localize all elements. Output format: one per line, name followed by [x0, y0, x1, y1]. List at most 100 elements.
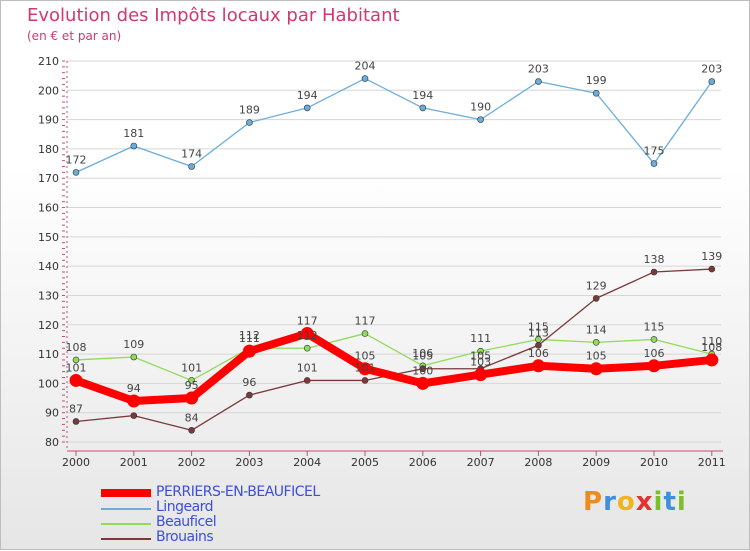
y-tick-label: 100 [38, 377, 59, 390]
legend-label-brouains: Brouains [156, 529, 214, 545]
data-point [535, 341, 542, 349]
data-label: 203 [528, 63, 549, 76]
y-tick-label: 160 [38, 202, 59, 215]
data-point [592, 339, 600, 346]
data-point [474, 368, 488, 382]
data-point [300, 327, 314, 341]
y-tick-label: 130 [38, 289, 59, 302]
series-line-0 [74, 329, 713, 405]
data-label: 112 [239, 329, 260, 342]
data-label: 111 [239, 332, 260, 345]
y-tick-label: 190 [38, 114, 59, 127]
data-label: 113 [528, 326, 549, 339]
x-tick-label: 2001 [120, 456, 148, 469]
data-label: 94 [127, 382, 141, 395]
data-point [589, 362, 603, 376]
data-point [650, 336, 658, 343]
data-label: 189 [239, 104, 260, 117]
data-point [188, 377, 195, 384]
logo-letter: t [663, 487, 677, 517]
data-point [477, 116, 484, 123]
data-point [592, 295, 600, 302]
data-point [650, 160, 658, 167]
data-label: 129 [586, 279, 607, 292]
data-point [361, 330, 369, 337]
legend-label-beauficel: Beauficel [156, 514, 217, 530]
data-point [416, 376, 430, 390]
y-tick-label: 170 [38, 172, 59, 185]
logo-letter: o [616, 487, 636, 517]
legend-swatch-brouains [101, 538, 151, 540]
data-point [188, 163, 195, 170]
legend-label-lingeard: Lingeard [156, 499, 214, 515]
legend-swatch-perriers [101, 489, 151, 497]
data-label: 105 [355, 350, 376, 363]
x-tick-label: 2009 [582, 456, 610, 469]
data-point [708, 78, 716, 85]
data-label: 96 [242, 376, 256, 389]
data-point [705, 353, 719, 367]
data-label: 101 [66, 361, 87, 374]
data-point [72, 418, 80, 425]
data-label: 138 [644, 253, 665, 266]
data-label: 139 [701, 250, 722, 263]
data-point [130, 353, 138, 361]
data-label: 203 [701, 63, 722, 76]
legend-label-perriers: PERRIERS-EN-BEAUFICEL [156, 484, 320, 500]
data-point [303, 344, 311, 352]
data-point [242, 344, 256, 358]
data-point [188, 426, 195, 434]
x-tick-label: 2003 [235, 456, 263, 469]
data-point [361, 377, 369, 384]
data-point [708, 265, 716, 273]
data-point [185, 391, 199, 405]
data-point [130, 142, 138, 150]
data-point [246, 391, 253, 399]
x-tick-label: 2004 [293, 456, 321, 469]
data-point [130, 412, 138, 419]
x-tick-label: 2002 [178, 456, 206, 469]
data-label: 95 [185, 379, 199, 392]
y-tick-label: 110 [38, 348, 59, 361]
data-label: 190 [470, 101, 491, 114]
data-point [531, 359, 545, 373]
data-label: 117 [297, 315, 318, 328]
data-label: 106 [412, 347, 433, 360]
y-tick-label: 80 [45, 436, 59, 449]
data-point [69, 373, 83, 387]
data-label: 109 [123, 338, 144, 351]
data-label: 174 [181, 148, 202, 161]
logo-letter: r [603, 487, 617, 517]
data-label: 87 [69, 402, 83, 415]
data-label: 175 [644, 145, 665, 158]
series-line-2 [75, 332, 712, 382]
x-tick-label: 2010 [640, 456, 668, 469]
chart-subtitle: (en € et par an) [27, 29, 122, 43]
data-label: 108 [66, 341, 87, 354]
data-label: 114 [586, 323, 607, 336]
data-point [72, 169, 80, 176]
logo-letter: i [676, 487, 687, 517]
data-point [303, 104, 311, 112]
data-label: 106 [528, 347, 549, 360]
data-label: 105 [412, 350, 433, 363]
data-label: 108 [701, 341, 722, 354]
data-label: 105 [470, 350, 491, 363]
data-label: 103 [470, 356, 491, 369]
x-tick-label: 2008 [524, 456, 552, 469]
data-label: 111 [470, 332, 491, 345]
data-label: 204 [355, 60, 376, 73]
x-tick-label: 2011 [698, 456, 726, 469]
data-label: 117 [355, 315, 376, 328]
data-point [419, 104, 427, 112]
data-point [592, 89, 600, 97]
legend-swatch-beauficel [101, 523, 151, 525]
data-point [535, 78, 542, 85]
data-label: 199 [586, 74, 607, 87]
data-point [303, 377, 311, 384]
logo-letter: x [635, 487, 654, 517]
x-tick-label: 2006 [409, 456, 437, 469]
x-tick-label: 2005 [351, 456, 379, 469]
y-tick-label: 140 [38, 260, 59, 273]
